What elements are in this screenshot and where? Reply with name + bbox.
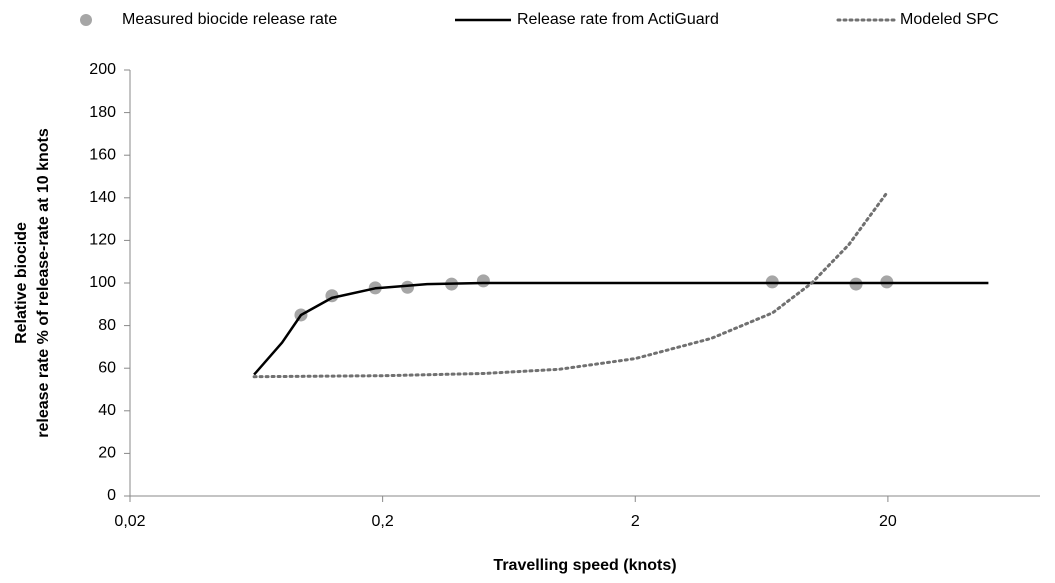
y-axis-title: Relative biocide release rate % of relea… xyxy=(13,128,52,438)
legend-label: Release rate from ActiGuard xyxy=(517,11,719,28)
x-tick-label: 0,02 xyxy=(114,513,145,530)
x-axis-title: Travelling speed (knots) xyxy=(493,557,676,574)
y-tick-label: 120 xyxy=(89,232,116,249)
y-tick-label: 80 xyxy=(98,317,116,334)
x-tick-label: 2 xyxy=(631,513,640,530)
legend-marker xyxy=(80,14,92,26)
y-tick-label: 20 xyxy=(98,445,116,462)
y-tick-label: 40 xyxy=(98,402,116,419)
y-axis-title-line: release rate % of release-rate at 10 kno… xyxy=(35,128,52,438)
legend-label: Measured biocide release rate xyxy=(122,11,337,28)
y-tick-label: 140 xyxy=(89,189,116,206)
y-tick-label: 60 xyxy=(98,359,116,376)
y-tick-label: 180 xyxy=(89,104,116,121)
legend-label: Modeled SPC xyxy=(900,11,999,28)
x-tick-label: 20 xyxy=(879,513,897,530)
y-axis-title-line: Relative biocide xyxy=(13,222,30,344)
y-tick-label: 200 xyxy=(89,61,116,78)
y-tick-label: 160 xyxy=(89,146,116,163)
y-tick-label: 100 xyxy=(89,274,116,291)
x-tick-label: 0,2 xyxy=(372,513,394,530)
y-tick-label: 0 xyxy=(107,487,116,504)
chart: Travelling speed (knots) Relative biocid… xyxy=(0,0,1055,583)
data-point xyxy=(477,274,490,287)
